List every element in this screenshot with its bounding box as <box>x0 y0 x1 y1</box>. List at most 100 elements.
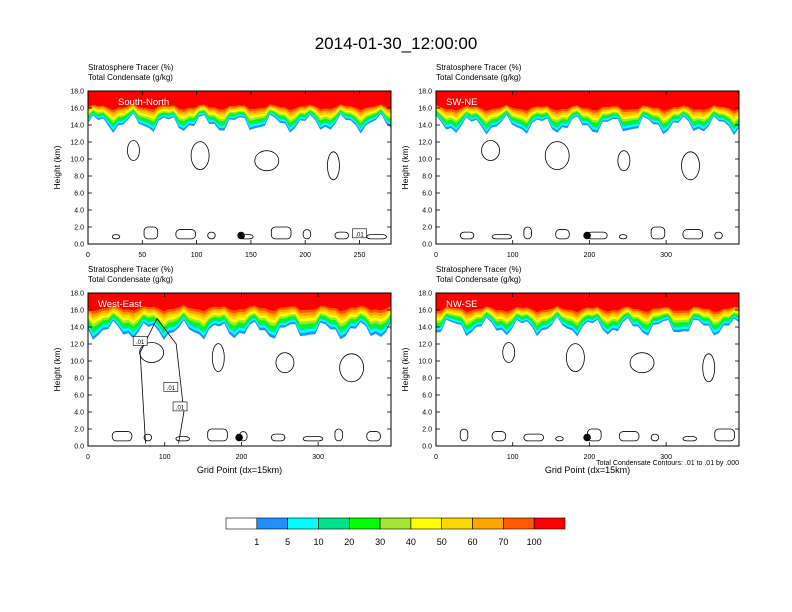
contour-line <box>111 431 133 442</box>
contour-line <box>459 428 469 442</box>
x-tick-label: 0 <box>86 454 90 461</box>
y-tick-label: 16.0 <box>70 106 84 113</box>
y-tick-label: 2.0 <box>422 427 432 434</box>
contour-line <box>491 431 507 442</box>
colorbar-segment <box>503 517 535 530</box>
x-tick-label: 0 <box>434 252 438 259</box>
contour-line <box>111 234 121 240</box>
contour-line <box>681 151 700 181</box>
contour-line <box>714 428 735 442</box>
y-tick-label: 12.0 <box>70 140 84 147</box>
tracer-band <box>88 293 391 312</box>
panel-title-line: Total Condensate (g/kg) <box>88 73 173 82</box>
x-axis-label: Grid Point (dx=15km) <box>197 465 282 475</box>
y-axis-label: Height (km) <box>52 347 62 391</box>
contour-line <box>302 436 324 442</box>
chart-panel: Stratosphere Tracer (%)Total Condensate … <box>52 265 392 475</box>
colorbar-label: 100 <box>527 537 542 547</box>
contour-line <box>270 226 292 240</box>
chart-panel: Stratosphere Tracer (%)Total Condensate … <box>52 63 392 259</box>
chart-panel: Stratosphere Tracer (%)Total Condensate … <box>400 265 740 475</box>
x-axis-label: Grid Point (dx=15km) <box>545 465 630 475</box>
y-tick-label: 8.0 <box>422 376 432 383</box>
x-tick-label: 300 <box>660 252 672 259</box>
contour-line <box>175 436 190 442</box>
colorbar-segment <box>287 517 319 530</box>
y-tick-label: 6.0 <box>422 393 432 400</box>
y-tick-label: 18.0 <box>418 291 432 298</box>
contour-line <box>327 151 340 181</box>
y-tick-label: 2.0 <box>74 427 84 434</box>
contour-line <box>555 436 564 442</box>
x-tick-label: 200 <box>299 252 311 259</box>
contour-line <box>334 428 343 442</box>
contour-line <box>339 353 365 383</box>
x-tick-label: 100 <box>159 454 171 461</box>
panel-label: SW-NE <box>446 97 478 108</box>
y-tick-label: 8.0 <box>74 174 84 181</box>
x-tick-label: 0 <box>434 454 438 461</box>
colorbar-label: 1 <box>254 537 259 547</box>
x-tick-label: 0 <box>86 252 90 259</box>
x-tick-label: 300 <box>660 454 672 461</box>
y-tick-label: 14.0 <box>418 123 432 130</box>
colorbar-segment <box>533 517 566 530</box>
contour-line <box>302 229 312 240</box>
contour-line <box>207 231 216 240</box>
chart-panel: Stratosphere Tracer (%)Total Condensate … <box>400 63 740 259</box>
panel-title-line: Total Condensate (g/kg) <box>436 73 521 82</box>
colorbar-label: 70 <box>498 537 508 547</box>
panel-label: South-North <box>118 97 169 108</box>
colorbar-label: 10 <box>313 537 323 547</box>
panel-title-line: Stratosphere Tracer (%) <box>436 265 522 274</box>
y-tick-label: 18.0 <box>70 89 84 96</box>
contour-line <box>523 433 544 442</box>
panel-label: NW-SE <box>446 299 478 310</box>
colorbar-label: 50 <box>437 537 447 547</box>
contour-line <box>702 353 716 383</box>
y-tick-label: 16.0 <box>418 308 432 315</box>
colorbar-segment <box>318 517 350 530</box>
y-tick-label: 14.0 <box>70 325 84 332</box>
y-tick-label: 2.0 <box>74 225 84 232</box>
panel-title-line: Total Condensate (g/kg) <box>436 275 521 284</box>
contour-line <box>334 231 349 240</box>
location-marker <box>235 433 243 442</box>
x-tick-label: 50 <box>138 252 146 259</box>
contour-line <box>139 317 185 444</box>
contour-label-text: .01 <box>167 386 176 392</box>
y-tick-label: 10.0 <box>70 359 84 366</box>
y-tick-label: 10.0 <box>418 359 432 366</box>
y-axis-label: Height (km) <box>52 145 62 189</box>
plot-area: .01 .01 .01 West-East <box>88 293 391 446</box>
tracer-band <box>88 91 391 111</box>
y-tick-label: 8.0 <box>74 376 84 383</box>
y-axis-label: Height (km) <box>400 347 410 391</box>
contour-line <box>650 226 666 240</box>
figure-title: 2014-01-30_12:00:00 <box>315 34 478 53</box>
contour-line <box>211 343 225 373</box>
contour-label-text: .01 <box>136 340 145 346</box>
plot-frame <box>87 292 392 447</box>
contour-label: .01 <box>172 401 188 411</box>
plot-area: SW-NE <box>436 91 739 244</box>
contour-line <box>270 433 286 442</box>
condensate-contours <box>111 317 381 444</box>
x-tick-label: 150 <box>245 252 257 259</box>
contour-label: .01 <box>132 336 148 346</box>
tracer-band <box>436 293 739 313</box>
colorbar-segment <box>441 517 473 530</box>
y-tick-label: 6.0 <box>422 191 432 198</box>
y-tick-label: 4.0 <box>74 410 84 417</box>
contour-line <box>629 352 655 374</box>
contour-line <box>481 140 500 161</box>
y-tick-label: 14.0 <box>70 123 84 130</box>
panel-label: West-East <box>98 299 142 310</box>
y-tick-label: 12.0 <box>70 342 84 349</box>
contour-note: Total Condensate Contours: .01 to .01 by… <box>596 460 739 467</box>
location-marker <box>583 433 591 442</box>
y-tick-label: 4.0 <box>422 208 432 215</box>
y-tick-label: 16.0 <box>418 106 432 113</box>
contour-line <box>617 150 631 172</box>
colorbar-label: 5 <box>285 537 290 547</box>
